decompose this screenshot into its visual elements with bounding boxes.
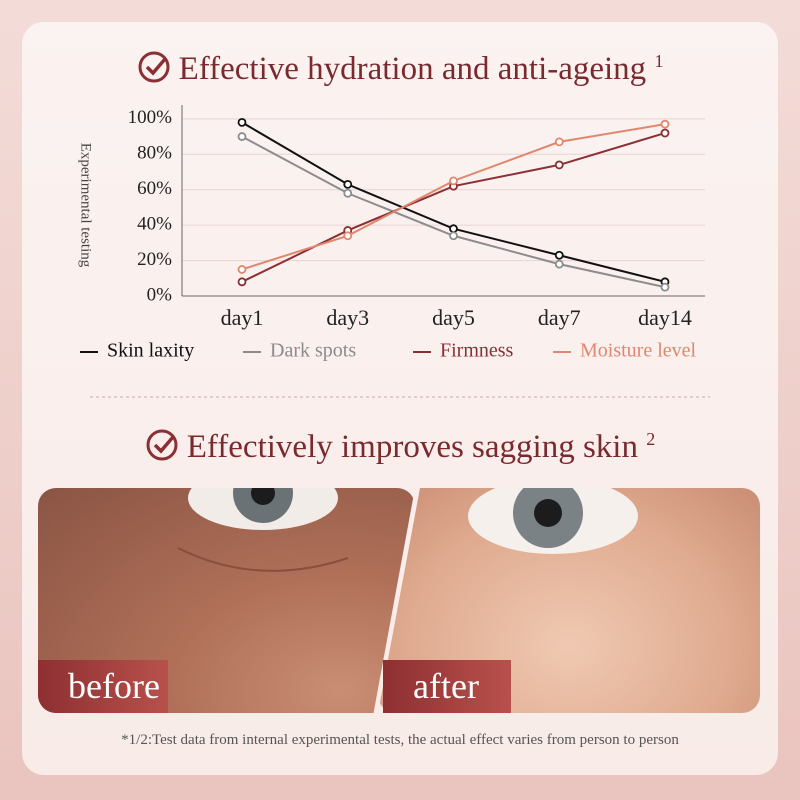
x-tick-label: day3: [326, 305, 369, 330]
point: [449, 231, 458, 241]
title: Effective hydration and anti-ageing: [178, 51, 647, 87]
series-line: [241, 123, 666, 271]
point: [660, 119, 670, 129]
point: [449, 224, 458, 234]
note: 2: [646, 429, 656, 449]
legend-label: Skin laxity: [107, 340, 194, 362]
y-tick-label: 40%: [137, 214, 172, 235]
y-axis-label: Experimental testing: [78, 143, 94, 268]
chart: Experimental testing 0% 20% 40% 60% 80% 100% d…: [78, 105, 705, 362]
eye: [177, 488, 349, 572]
point: [343, 179, 353, 189]
point: [554, 137, 564, 147]
after-label: after: [383, 660, 511, 713]
y-tick-label: 60%: [137, 178, 172, 199]
before-label: before: [38, 660, 168, 713]
x-tick-label: day1: [221, 305, 264, 330]
point: [343, 188, 353, 198]
note: 1: [654, 51, 664, 71]
y-tick-label: 80%: [137, 143, 172, 164]
x-tick-label: day14: [638, 305, 692, 330]
y-tick-label: 20%: [137, 249, 172, 270]
point: [660, 282, 670, 292]
point: [554, 250, 564, 260]
point: [343, 231, 353, 241]
y-tick-label: 100%: [128, 107, 173, 128]
point: [237, 265, 247, 274]
divider: [90, 396, 710, 398]
series-line: [241, 121, 666, 283]
check-icon: [138, 51, 170, 83]
point: [554, 259, 564, 269]
x-tick-label: day5: [432, 305, 475, 330]
point: [660, 128, 670, 138]
x-tick-label: day7: [538, 305, 581, 330]
point: [237, 132, 247, 141]
legend-label: Firmness: [440, 340, 514, 362]
check-icon: [146, 429, 178, 461]
legend-label: Dark spots: [270, 340, 356, 362]
heading: Effectively improves sagging skin 2: [0, 428, 800, 466]
eye: [468, 488, 638, 554]
point: [237, 277, 247, 287]
heading: Effective hydration and anti-ageing 1: [0, 50, 800, 88]
y-tick-label: 0%: [147, 284, 173, 305]
series-line: [241, 132, 666, 283]
point: [449, 176, 458, 186]
point: [237, 118, 247, 127]
point: [554, 160, 564, 170]
legend-label: Moisture level: [580, 340, 697, 362]
title: Effectively improves sagging skin: [186, 429, 638, 465]
footnote: *1/2:Test data from internal experimenta…: [121, 732, 679, 748]
